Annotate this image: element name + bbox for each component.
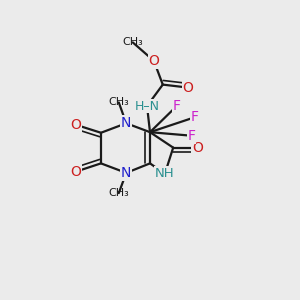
Text: F: F <box>188 129 196 143</box>
Text: CH₃: CH₃ <box>108 188 129 198</box>
Text: F: F <box>173 99 181 113</box>
Text: N: N <box>121 116 131 130</box>
Text: NH: NH <box>155 167 175 180</box>
Text: CH₃: CH₃ <box>122 38 143 47</box>
Text: N: N <box>121 166 131 180</box>
Text: O: O <box>148 54 159 68</box>
Text: O: O <box>192 141 203 154</box>
Text: O: O <box>70 165 81 179</box>
Text: F: F <box>190 110 199 124</box>
Text: H–N: H–N <box>134 100 160 112</box>
Text: CH₃: CH₃ <box>108 98 129 107</box>
Text: O: O <box>70 118 81 132</box>
Text: O: O <box>183 81 194 94</box>
